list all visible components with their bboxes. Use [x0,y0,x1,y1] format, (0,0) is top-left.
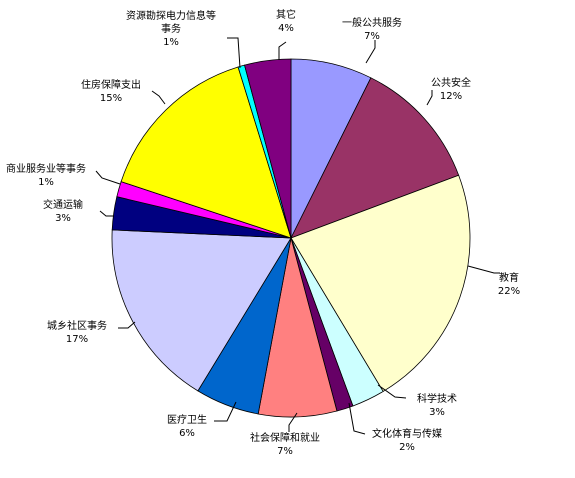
slice-label-2: 公共安全 12% [431,76,471,102]
pie-slice-2 [290,77,460,239]
slice-pct-label: 2% [399,442,415,453]
slice-category-label: 医疗卫生 [167,413,207,426]
slice-pct-label: 3% [429,407,445,418]
slice-category-label: 住房保障支出 [81,78,141,91]
slice-pct-label: 12% [440,91,462,102]
slice-label-1: 一般公共服务 7% [342,16,402,42]
slice-category-label: 其它 [276,8,296,21]
leader-line-2 [426,90,433,106]
slice-labels: 一般公共服务 7% 公共安全 12% 教育 22% 科学技术 3% 文化体育与传媒 2% 社会保障和… [6,8,520,457]
leader-line-5 [348,402,366,435]
leader-line-8 [118,321,136,329]
leader-lines [95,37,500,435]
slice-pct-label: 1% [38,177,54,188]
leader-line-11 [151,90,166,105]
slice-pct-label: 22% [498,286,520,297]
leader-line-10 [95,170,121,185]
slice-label-7: 医疗卫生 6% [167,413,207,439]
leader-line-7 [214,401,237,422]
slice-label-8: 城乡社区事务 17% [47,319,107,345]
slice-label-12: 资源勘探电力信息等事务 1% [126,9,216,48]
slice-label-6: 社会保障和就业 7% [250,431,320,457]
leader-line-3 [467,265,500,274]
slice-label-4: 科学技术 3% [417,392,457,418]
slice-label-11: 住房保障支出 15% [81,78,141,104]
slice-category-label: 城乡社区事务 [47,319,107,332]
slice-category-label: 资源勘探电力信息等 [126,9,216,22]
leader-line-9 [99,210,114,217]
slice-pct-label: 17% [66,334,88,345]
pie-slices [111,58,471,418]
slice-label-10: 商业服务业等事务 1% [6,162,86,188]
slice-category-label: 交通运输 [43,198,83,211]
slice-pct-label: 7% [364,31,380,42]
slice-category-label: 社会保障和就业 [250,431,320,444]
pie-slice-13 [244,58,292,239]
slice-category-label: 一般公共服务 [342,16,402,29]
pie-slice-11 [120,66,292,239]
pie-slice-3 [290,174,471,393]
leader-line-1 [365,40,376,64]
slice-label-13: 其它 4% [276,8,296,34]
slice-category-label: 文化体育与传媒 [372,427,442,440]
slice-label-3: 教育 22% [498,271,520,297]
slice-label-5: 文化体育与传媒 2% [372,427,442,453]
slice-category-label: 事务 [161,22,181,35]
slice-category-label: 公共安全 [431,76,471,89]
slice-category-label: 商业服务业等事务 [6,162,86,175]
leader-line-6 [288,412,298,432]
slice-pct-label: 4% [278,23,294,34]
leader-line-4 [377,384,407,399]
slice-pct-label: 6% [179,428,195,439]
slice-label-9: 交通运输 3% [43,198,83,224]
leader-line-12 [227,37,241,69]
slice-pct-label: 15% [100,93,122,104]
slice-pct-label: 7% [277,446,293,457]
slice-category-label: 教育 [499,271,519,284]
pie-slice-8 [111,229,292,392]
slice-category-label: 科学技术 [417,392,457,405]
slice-pct-label: 1% [163,37,179,48]
leader-line-13 [278,41,287,60]
slice-pct-label: 3% [55,213,71,224]
